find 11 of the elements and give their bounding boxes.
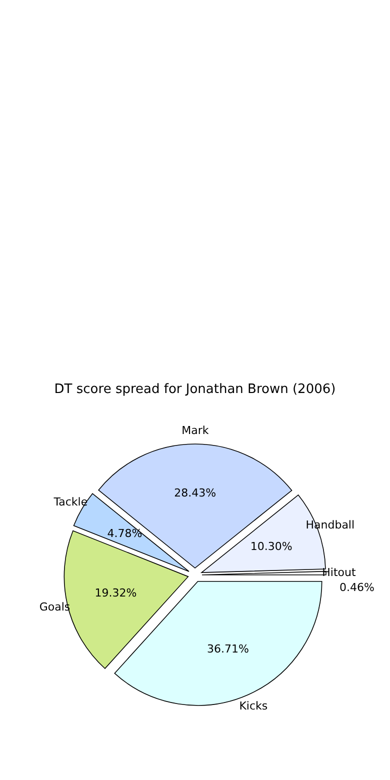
data-label: 4.78% — [107, 526, 142, 540]
data-label: 28.43% — [174, 486, 216, 500]
data-label: 36.71% — [207, 642, 249, 656]
slice-label: Kicks — [239, 700, 268, 713]
data-label: 0.46% — [340, 580, 374, 594]
data-label: 10.30% — [250, 540, 292, 553]
slice-label: Tackle — [52, 495, 88, 508]
chart-title: DT score spread for Jonathan Brown (2006) — [54, 382, 336, 397]
data-label: 19.32% — [94, 586, 137, 600]
slice-label: Mark — [182, 424, 210, 437]
slice-label: Hitout — [322, 566, 356, 579]
